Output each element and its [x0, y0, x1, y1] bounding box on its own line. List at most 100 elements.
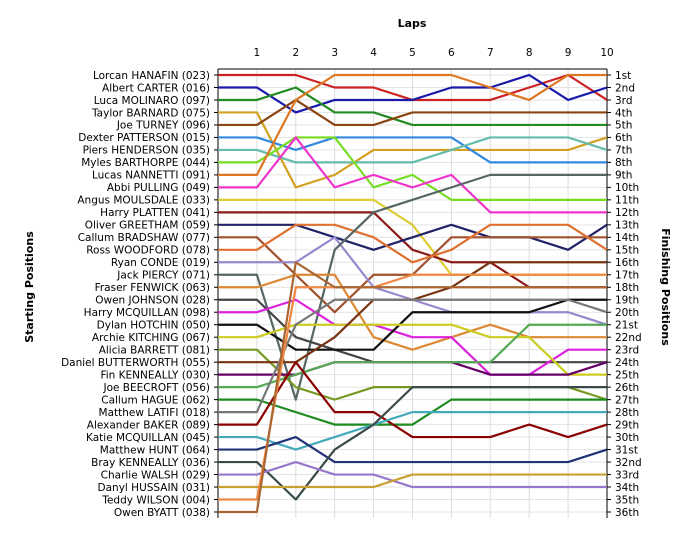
driver-label: Oliver GREETHAM (059)	[85, 220, 210, 232]
series-line	[218, 136, 607, 201]
series-line	[218, 323, 607, 376]
series-line	[218, 73, 608, 114]
driver-label: Daniel BUTTERWORTH (055)	[61, 357, 210, 369]
driver-label: Callum HAGUE (062)	[101, 394, 210, 406]
driver-label: Joe BEECROFT (056)	[102, 382, 210, 394]
driver-label: Lucas NANNETTI (091)	[92, 170, 210, 182]
driver-label: Harry MCQUILLAN (098)	[84, 307, 210, 319]
driver-label: Myles BARTHORPE (044)	[81, 157, 210, 169]
finishing-position-labels: 1st2nd3rd4th5th6th7th8th9th10th11th12th1…	[615, 70, 642, 519]
series-line	[218, 435, 608, 464]
series-line	[218, 411, 607, 451]
finish-label: 1st	[615, 70, 631, 82]
finish-label: 20th	[615, 307, 639, 319]
lap-tick-label: 9	[565, 47, 572, 59]
lap-tick-label: 2	[292, 47, 299, 59]
finish-label: 2nd	[615, 82, 635, 94]
finish-label: 17th	[615, 270, 639, 282]
lap-tick-label: 4	[370, 47, 377, 59]
finish-label: 11th	[615, 195, 639, 207]
driver-label: Owen JOHNSON (028)	[95, 295, 210, 307]
series-lines	[218, 73, 608, 514]
finish-label: 35th	[615, 494, 639, 506]
series-line	[218, 273, 607, 501]
series-line	[218, 460, 607, 489]
series-line	[218, 98, 607, 127]
finish-label: 15th	[615, 245, 639, 257]
driver-label: Angus MOULSDALE (033)	[77, 195, 210, 207]
lap-tick-label: 1	[254, 47, 261, 59]
lap-tick-label: 6	[448, 47, 455, 59]
driver-label: Matthew LATIFI (018)	[99, 407, 210, 419]
left-axis-title: Starting Positions	[23, 231, 36, 343]
lap-tick-label: 8	[526, 47, 533, 59]
lap-tick-label: 10	[600, 47, 613, 59]
finish-label: 25th	[615, 369, 639, 381]
driver-label: Piers HENDERSON (035)	[83, 145, 210, 157]
finish-label: 21st	[615, 320, 638, 332]
finish-label: 27th	[615, 394, 639, 406]
finish-label: 12th	[615, 207, 639, 219]
series-line	[218, 86, 607, 127]
series-line	[218, 398, 607, 426]
driver-label: Taylor BARNARD (075)	[91, 107, 210, 119]
finish-label: 7th	[615, 145, 632, 157]
series-line	[218, 111, 608, 189]
driver-label: Danyl HUSSAIN (031)	[98, 482, 210, 494]
driver-label: Charlie WALSH (029)	[101, 469, 210, 481]
driver-label: Joe TURNEY (096)	[116, 120, 210, 132]
finish-label: 31st	[615, 444, 638, 456]
series-line	[218, 223, 608, 251]
finish-label: 34th	[615, 482, 639, 494]
series-line	[218, 261, 607, 514]
series-line	[218, 473, 607, 489]
finish-label: 8th	[615, 157, 632, 169]
finish-label: 4th	[615, 107, 632, 119]
finish-label: 24th	[615, 357, 639, 369]
lap-tick-label: 3	[331, 47, 338, 59]
series-line	[218, 223, 608, 264]
driver-label: Luca MOLINARO (097)	[94, 95, 210, 107]
driver-label: Dexter PATTERSON (015)	[78, 132, 210, 144]
finish-label: 28th	[615, 407, 639, 419]
driver-label: Ross WOODFORD (078)	[86, 245, 210, 257]
driver-label: Ryan CONDE (019)	[111, 257, 210, 269]
starting-position-labels: Lorcan HANAFIN (023)Albert CARTER (016)L…	[61, 70, 210, 519]
finish-label: 33rd	[615, 469, 639, 481]
lap-tick-labels: 1 2 3 4 5 6 7 8 9 10	[254, 47, 614, 59]
driver-label: Callum BRADSHAW (077)	[78, 232, 210, 244]
series-line	[218, 298, 607, 376]
driver-label: Fraser FENWICK (063)	[95, 282, 210, 294]
driver-label: Matthew HUNT (064)	[100, 444, 210, 456]
finish-label: 13th	[615, 220, 639, 232]
driver-label: Abbi PULLING (049)	[107, 182, 210, 194]
driver-label: Albert CARTER (016)	[102, 82, 210, 94]
driver-label: Dylan HOTCHIN (050)	[97, 320, 210, 332]
driver-label: Fin KENNEALLY (030)	[100, 369, 210, 381]
finish-label: 18th	[615, 282, 639, 294]
finish-label: 19th	[615, 295, 639, 307]
finish-label: 32nd	[615, 457, 642, 469]
finish-label: 9th	[615, 170, 632, 182]
series-line	[218, 136, 607, 214]
x-axis-title: Laps	[398, 17, 427, 30]
finish-label: 10th	[615, 182, 639, 194]
series-line	[218, 323, 607, 389]
driver-label: Harry PLATTEN (041)	[100, 207, 210, 219]
finish-label: 22nd	[615, 332, 642, 344]
finish-label: 3rd	[615, 95, 632, 107]
driver-label: Jack PIERCY (071)	[116, 270, 210, 282]
series-line	[218, 361, 608, 439]
finish-label: 26th	[615, 382, 639, 394]
finish-label: 23rd	[615, 344, 639, 356]
lap-tick-label: 5	[409, 47, 416, 59]
finish-label: 29th	[615, 419, 639, 431]
driver-label: Alexander BAKER (089)	[87, 419, 210, 431]
driver-label: Archie KITCHING (067)	[92, 332, 210, 344]
series-line	[218, 273, 607, 351]
lap-tick-label: 7	[487, 47, 494, 59]
finish-label: 14th	[615, 232, 639, 244]
finish-label: 5th	[615, 120, 632, 132]
finish-label: 16th	[615, 257, 639, 269]
finish-label: 36th	[615, 507, 639, 519]
